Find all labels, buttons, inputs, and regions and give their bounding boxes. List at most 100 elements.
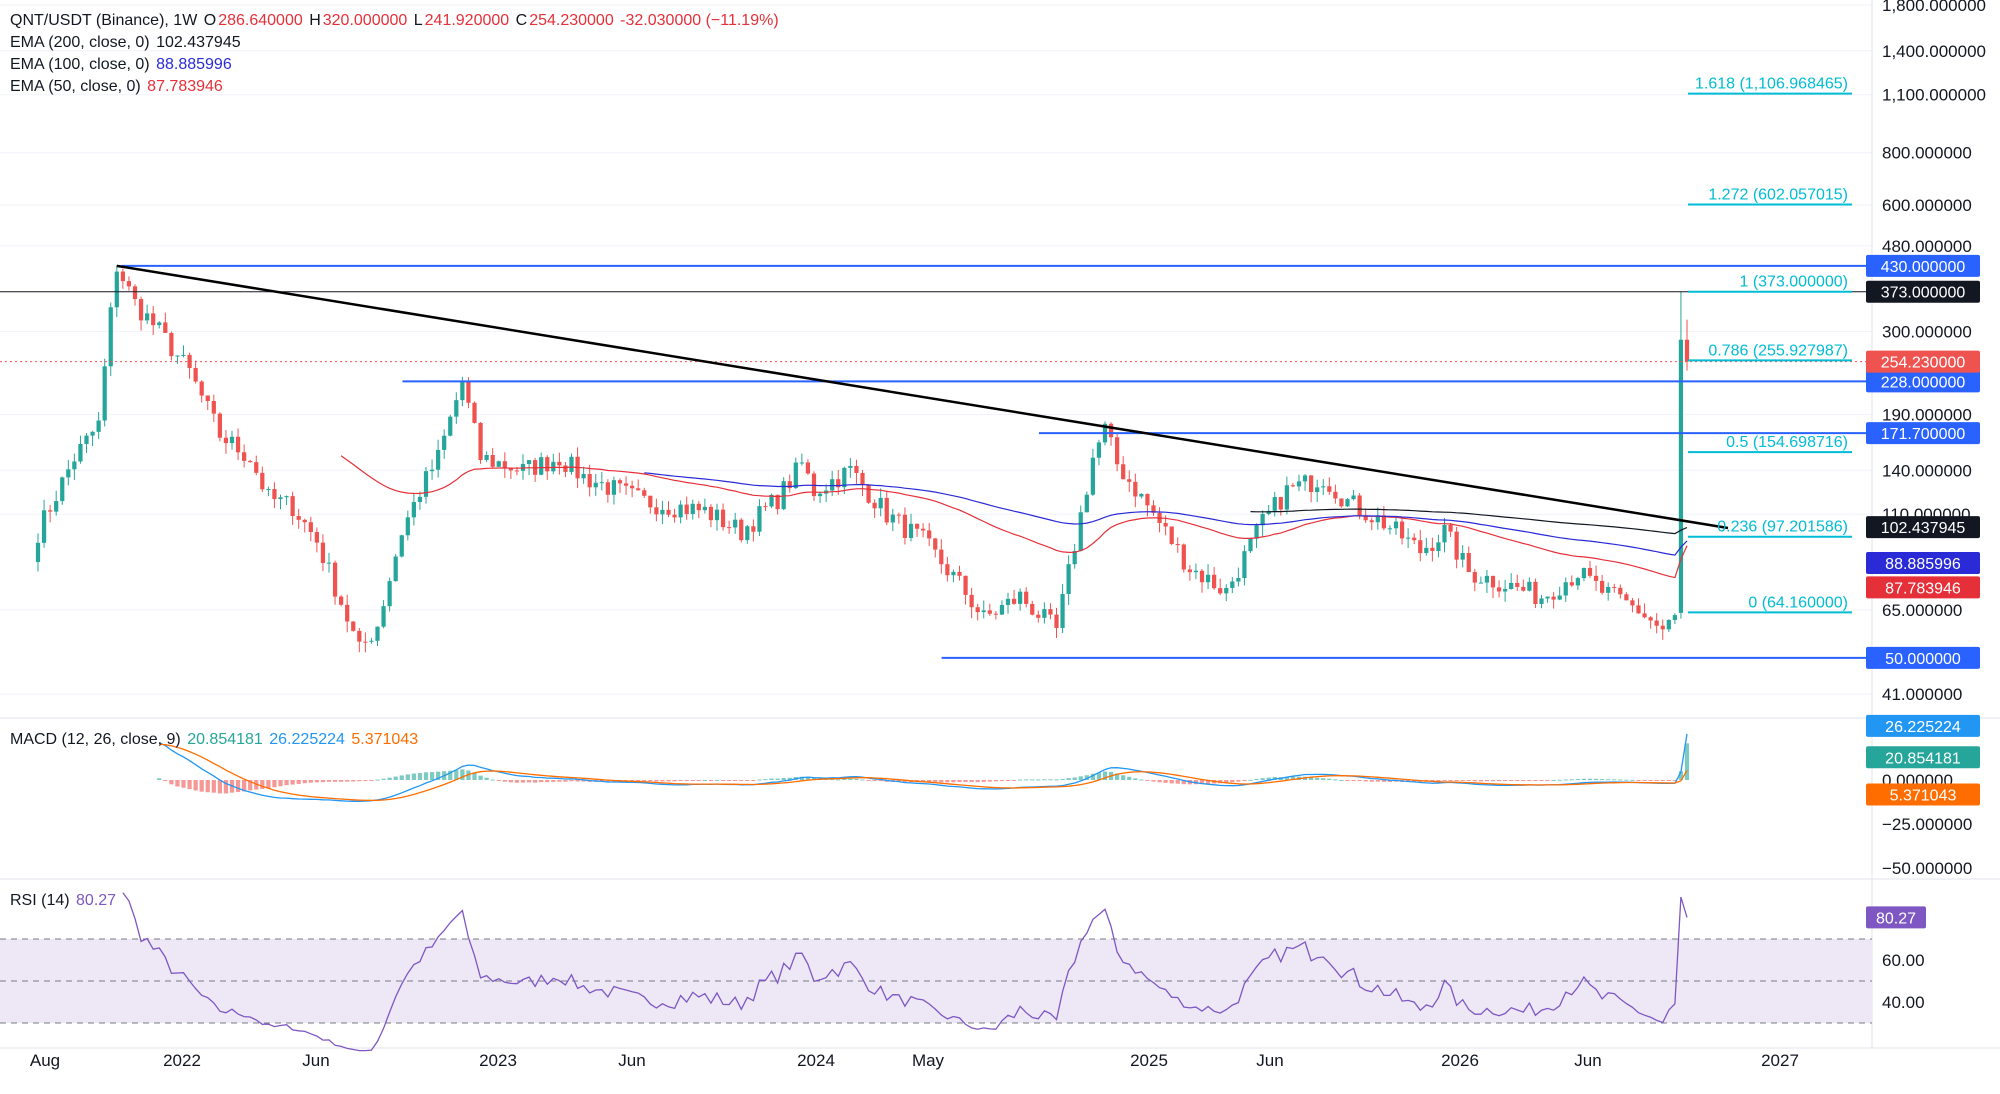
macd-bar <box>636 780 641 781</box>
candle-body <box>654 507 659 515</box>
candle-body <box>1430 547 1435 552</box>
low-value: 241.920000 <box>424 12 510 29</box>
candle-body <box>842 467 847 488</box>
candle-body <box>1612 586 1617 588</box>
candle-body <box>727 527 732 529</box>
macd-signal-line <box>159 743 1688 802</box>
macd-bar <box>1496 780 1502 782</box>
candle-body <box>1678 339 1684 613</box>
macd-bar <box>490 779 495 781</box>
high-value: 320.000000 <box>322 12 408 29</box>
time-tick-0: Aug <box>30 1051 60 1070</box>
level-tag-1: 373.000000 <box>1881 285 1966 302</box>
price-tick-4: 600.000000 <box>1882 196 1972 215</box>
candle-body <box>987 610 992 614</box>
macd-bar <box>181 780 186 788</box>
open-label: O <box>203 12 217 29</box>
candle-body <box>1363 515 1368 521</box>
candle-body <box>1490 575 1496 588</box>
candle-body <box>1600 580 1605 593</box>
time-tick-10: Jun <box>1574 1051 1601 1070</box>
candle-body <box>1169 526 1174 544</box>
macd-bar <box>302 780 307 784</box>
candle-body <box>1260 513 1265 526</box>
level-tag-0: 430.000000 <box>1881 259 1966 276</box>
macd-bar <box>1284 776 1289 780</box>
candle-body <box>48 510 53 512</box>
candle-body <box>1478 582 1483 584</box>
candle-body <box>878 497 883 509</box>
candle-body <box>569 456 574 472</box>
candle-body <box>1108 423 1114 438</box>
macd-bar <box>1096 772 1102 780</box>
time-tick-1: 2022 <box>163 1051 201 1070</box>
macd-bar <box>757 779 762 781</box>
candle-body <box>217 413 222 438</box>
rsi-tag: 80.27 <box>1876 910 1916 927</box>
macd-bar <box>375 779 380 781</box>
macd-bar <box>478 775 483 780</box>
macd-bar <box>314 780 319 783</box>
candle-body <box>1175 543 1180 545</box>
macd-bar <box>642 780 647 781</box>
fib-label-0: 1.618 (1,106.968465) <box>1695 76 1848 93</box>
macd-bar <box>1557 779 1562 781</box>
candle-body <box>308 522 313 533</box>
macd-bar <box>733 780 738 781</box>
price-tick-2: 1,100.000000 <box>1882 86 1986 105</box>
macd-bar <box>1472 780 1477 782</box>
candle-body <box>1515 582 1520 587</box>
macd-bar <box>805 777 811 780</box>
price-tick-11: 41.000000 <box>1882 685 1962 704</box>
candle-body <box>617 480 623 484</box>
candle-body <box>896 514 901 516</box>
candle-body <box>708 506 714 521</box>
macd-bar <box>1127 776 1132 780</box>
macd-bar <box>1448 780 1453 781</box>
candle-body <box>623 483 629 486</box>
candle-body <box>1145 493 1150 506</box>
candle-body <box>1587 567 1593 576</box>
macd-bar <box>1642 780 1647 781</box>
candle-body <box>848 465 853 468</box>
macd-bar <box>902 780 908 783</box>
macd-bar <box>1254 778 1259 780</box>
candle-body <box>320 542 326 563</box>
open-value: 286.640000 <box>218 12 303 29</box>
macd-bar <box>969 780 974 783</box>
level-tag-3-bg <box>1866 422 1980 445</box>
candle-body <box>1672 615 1677 620</box>
candle-body <box>563 465 568 472</box>
macd-bar <box>296 780 301 784</box>
macd-tag-1: 20.854181 <box>1885 750 1961 767</box>
macd-bar <box>1339 779 1344 781</box>
candle-body <box>1684 339 1690 362</box>
candle-body <box>102 366 107 421</box>
candle-body <box>963 575 968 595</box>
macd-label: MACD (12, 26, close, 9) <box>10 731 181 748</box>
candle-body <box>1496 587 1502 592</box>
macd-bar <box>1466 780 1471 781</box>
candle-body <box>266 489 271 491</box>
candle-body <box>817 493 823 497</box>
macd-bar <box>1630 779 1635 781</box>
macd-bar <box>1648 780 1653 781</box>
candle-body <box>805 462 811 474</box>
macd-bar <box>1684 743 1690 780</box>
candle-body <box>72 461 77 470</box>
macd-bar <box>520 780 526 783</box>
candle-body <box>1054 614 1059 628</box>
macd-bar <box>1260 778 1265 780</box>
candle-body <box>326 562 332 564</box>
candle-body <box>1030 603 1035 615</box>
macd-tag-bg-0 <box>1866 714 1980 737</box>
macd-bar <box>235 780 241 793</box>
candle-body <box>1563 582 1568 596</box>
candle-body <box>1218 588 1223 594</box>
candle-body <box>1460 552 1465 560</box>
rsi-line <box>122 892 1688 1052</box>
ema-tag-0: 102.437945 <box>1881 520 1966 537</box>
candle-body <box>1636 605 1641 614</box>
